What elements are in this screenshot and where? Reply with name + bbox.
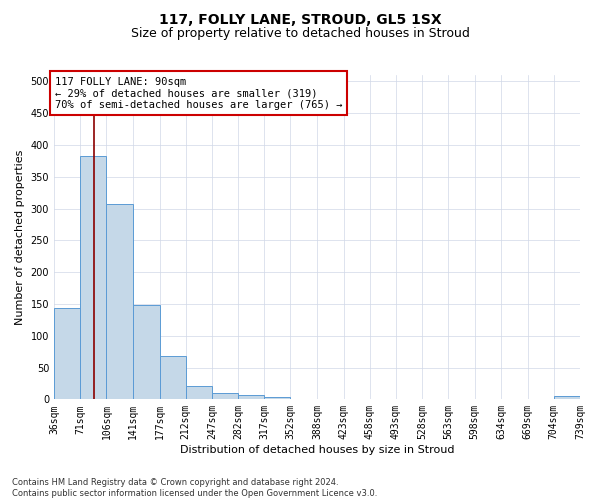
Bar: [160, 356, 186, 400]
Text: Contains HM Land Registry data © Crown copyright and database right 2024.
Contai: Contains HM Land Registry data © Crown c…: [12, 478, 377, 498]
Text: Size of property relative to detached houses in Stroud: Size of property relative to detached ho…: [131, 28, 469, 40]
Y-axis label: Number of detached properties: Number of detached properties: [15, 150, 25, 325]
Bar: [212, 393, 238, 400]
Bar: [186, 386, 212, 400]
Bar: [554, 396, 580, 400]
Text: 117, FOLLY LANE, STROUD, GL5 1SX: 117, FOLLY LANE, STROUD, GL5 1SX: [158, 12, 442, 26]
Bar: [54, 308, 80, 400]
Bar: [80, 156, 106, 400]
Text: 117 FOLLY LANE: 90sqm
← 29% of detached houses are smaller (319)
70% of semi-det: 117 FOLLY LANE: 90sqm ← 29% of detached …: [55, 76, 342, 110]
Bar: [264, 397, 290, 400]
Bar: [133, 305, 160, 400]
Bar: [106, 204, 133, 400]
Bar: [238, 395, 264, 400]
X-axis label: Distribution of detached houses by size in Stroud: Distribution of detached houses by size …: [180, 445, 454, 455]
